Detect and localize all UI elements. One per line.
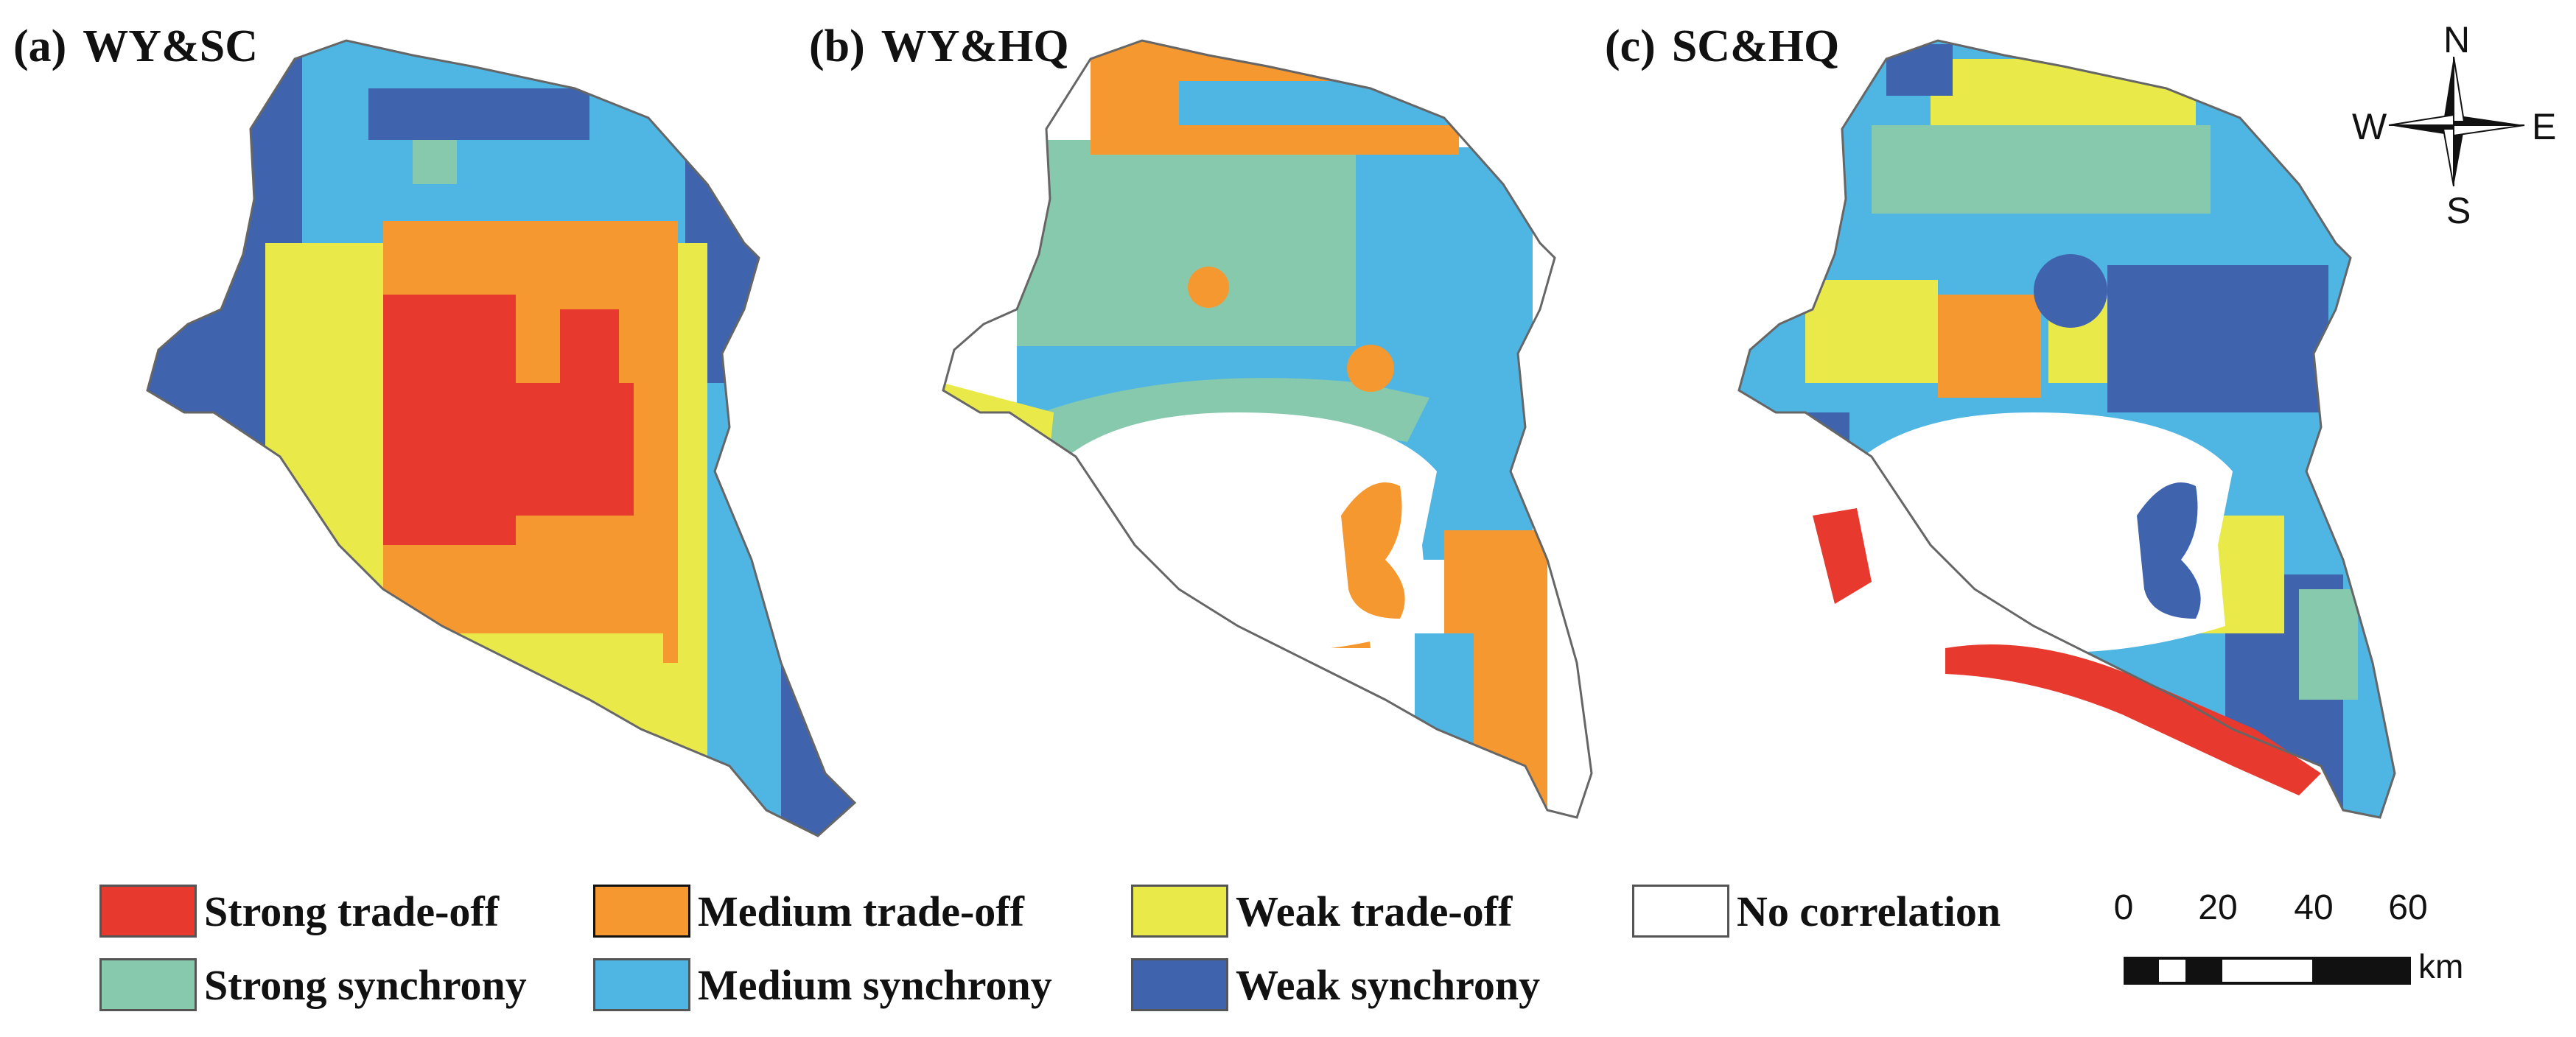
c-weak-sync-island (2137, 482, 2201, 619)
a-medium-sync-strip (722, 633, 766, 781)
a-strong-sync-patch1 (413, 140, 457, 184)
scale-tick-0: 0 (2113, 888, 2134, 927)
scale-segment-4 (2219, 957, 2315, 985)
a-weak-tradeoff-south (442, 633, 663, 722)
c-strong-tradeoff-belt (1945, 644, 2321, 795)
legend-label-no-correlation: No correlation (1737, 887, 2001, 935)
panel-b-map (942, 39, 1593, 819)
legend-label-weak-tradeoff: Weak trade-off (1236, 887, 1513, 935)
legend-label-strong-synchrony: Strong synchrony (204, 960, 527, 1009)
panel-b-name: WY&HQ (881, 21, 1069, 71)
legend-item-strong-tradeoff: Strong trade-off (99, 880, 499, 942)
legend-label-medium-tradeoff: Medium trade-off (698, 887, 1024, 935)
b-orange-patch-2 (1188, 267, 1229, 308)
legend-swatch-strong-tradeoff (99, 885, 197, 938)
c-weak-tradeoff-west (1805, 280, 1938, 383)
c-strong-tradeoff-west (1813, 508, 1872, 604)
compass-north-label: N (2443, 19, 2471, 60)
legend-label-weak-synchrony: Weak synchrony (1236, 960, 1541, 1009)
c-outline (1737, 39, 2396, 819)
legend-label-medium-synchrony: Medium synchrony (698, 960, 1052, 1009)
panel-b: (b) WY&HQ (796, 0, 1606, 862)
legend-item-no-correlation: No correlation (1632, 880, 2001, 942)
a-strong-tradeoff-ne (560, 309, 619, 383)
legend-swatch-no-correlation (1632, 885, 1729, 938)
c-weak-sync-patch (2034, 254, 2107, 328)
panel-a-map (146, 39, 857, 837)
scale-segment-5 (2315, 957, 2411, 985)
scale-segment-3 (2188, 957, 2219, 985)
panel-c: (c) SC&HQ (1592, 0, 2417, 862)
panel-c-map (1737, 39, 2396, 819)
a-weak-sync-north-block (368, 88, 589, 140)
panel-b-letter: (b) (809, 21, 865, 71)
c-strong-sync-north (1872, 125, 2211, 214)
scale-segment-1 (2124, 957, 2156, 985)
b-orange-island (1341, 482, 1405, 619)
c-lake (1835, 412, 2233, 653)
panel-c-letter: (c) (1605, 21, 1656, 71)
scale-segment-2 (2156, 957, 2188, 985)
legend-label-strong-tradeoff: Strong trade-off (204, 887, 500, 935)
b-orange-patch (1347, 345, 1394, 392)
legend-item-weak-synchrony: Weak synchrony (1131, 954, 1540, 1016)
compass: N W E S (2343, 18, 2564, 232)
c-weak-tradeoff-north (1931, 59, 2196, 125)
b-medium-sync-strip (1179, 81, 1488, 125)
a-strong-tradeoff-core (383, 295, 516, 545)
legend-swatch-strong-synchrony (99, 958, 197, 1011)
compass-west-label: W (2352, 106, 2387, 147)
a-strong-tradeoff-east (516, 383, 634, 516)
legend-swatch-weak-tradeoff (1131, 885, 1228, 938)
legend-item-medium-tradeoff: Medium trade-off (593, 880, 1024, 942)
compass-south-label: S (2446, 190, 2471, 231)
compass-east-label: E (2532, 106, 2557, 147)
panel-a: (a) WY&SC (0, 0, 857, 862)
compass-rose-icon (2388, 56, 2525, 187)
panel-b-title: (b) WY&HQ (809, 21, 1069, 73)
scale-unit: km (2418, 947, 2464, 985)
scale-tick-40: 40 (2294, 888, 2334, 927)
c-weak-sync-east (2107, 265, 2328, 412)
legend-item-medium-synchrony: Medium synchrony (593, 954, 1052, 1016)
a-outline (146, 39, 857, 837)
b-outline (942, 39, 1593, 819)
panel-c-title: (c) SC&HQ (1605, 21, 1839, 73)
panel-a-title: (a) WY&SC (13, 21, 258, 73)
legend: Strong trade-off Medium trade-off Weak t… (99, 880, 2052, 1027)
b-medium-sync-south-strip (1415, 633, 1474, 818)
c-medium-tradeoff-center (1938, 295, 2041, 398)
legend-swatch-medium-synchrony (593, 958, 690, 1011)
panel-c-name: SC&HQ (1671, 21, 1840, 71)
scale-tick-20: 20 (2198, 888, 2238, 927)
scale-tick-60: 60 (2388, 888, 2428, 927)
legend-item-weak-tradeoff: Weak trade-off (1131, 880, 1512, 942)
panel-a-name: WY&SC (83, 21, 258, 71)
legend-item-strong-synchrony: Strong synchrony (99, 954, 527, 1016)
legend-swatch-weak-synchrony (1131, 958, 1228, 1011)
b-lake (1039, 412, 1437, 653)
c-weak-sync-north (1886, 44, 1953, 96)
c-strong-sync-south (2299, 589, 2358, 700)
panel-a-letter: (a) (13, 21, 67, 71)
legend-swatch-medium-tradeoff (593, 885, 690, 938)
scale-bar: 0 20 40 60 km (2107, 887, 2491, 1013)
b-strong-sync-north (1017, 140, 1356, 346)
